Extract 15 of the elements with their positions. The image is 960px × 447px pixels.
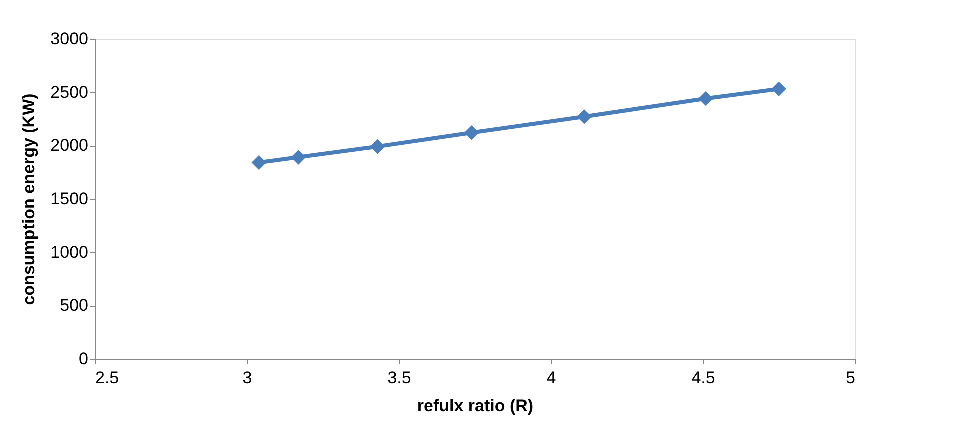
x-tick-label: 3.5 (388, 368, 412, 388)
x-tick-label: 4 (546, 368, 556, 388)
x-tick-label: 4.5 (692, 368, 716, 388)
y-tick-label: 1000 (50, 242, 88, 262)
x-tick-label: 5 (846, 368, 856, 388)
x-tick-label: 2.5 (96, 368, 120, 388)
y-tick-label: 500 (60, 296, 88, 316)
y-tick-label: 3000 (50, 30, 88, 48)
y-tick-label: 2000 (50, 136, 88, 156)
x-axis-title: refulx ratio (R) (417, 396, 534, 416)
x-tick-label: 3 (242, 368, 252, 388)
y-axis-title: consumption energy (KW) (20, 94, 39, 306)
y-tick-label: 0 (79, 350, 88, 368)
y-tick-label: 1500 (50, 190, 88, 208)
y-tick-label: 2500 (50, 82, 88, 102)
